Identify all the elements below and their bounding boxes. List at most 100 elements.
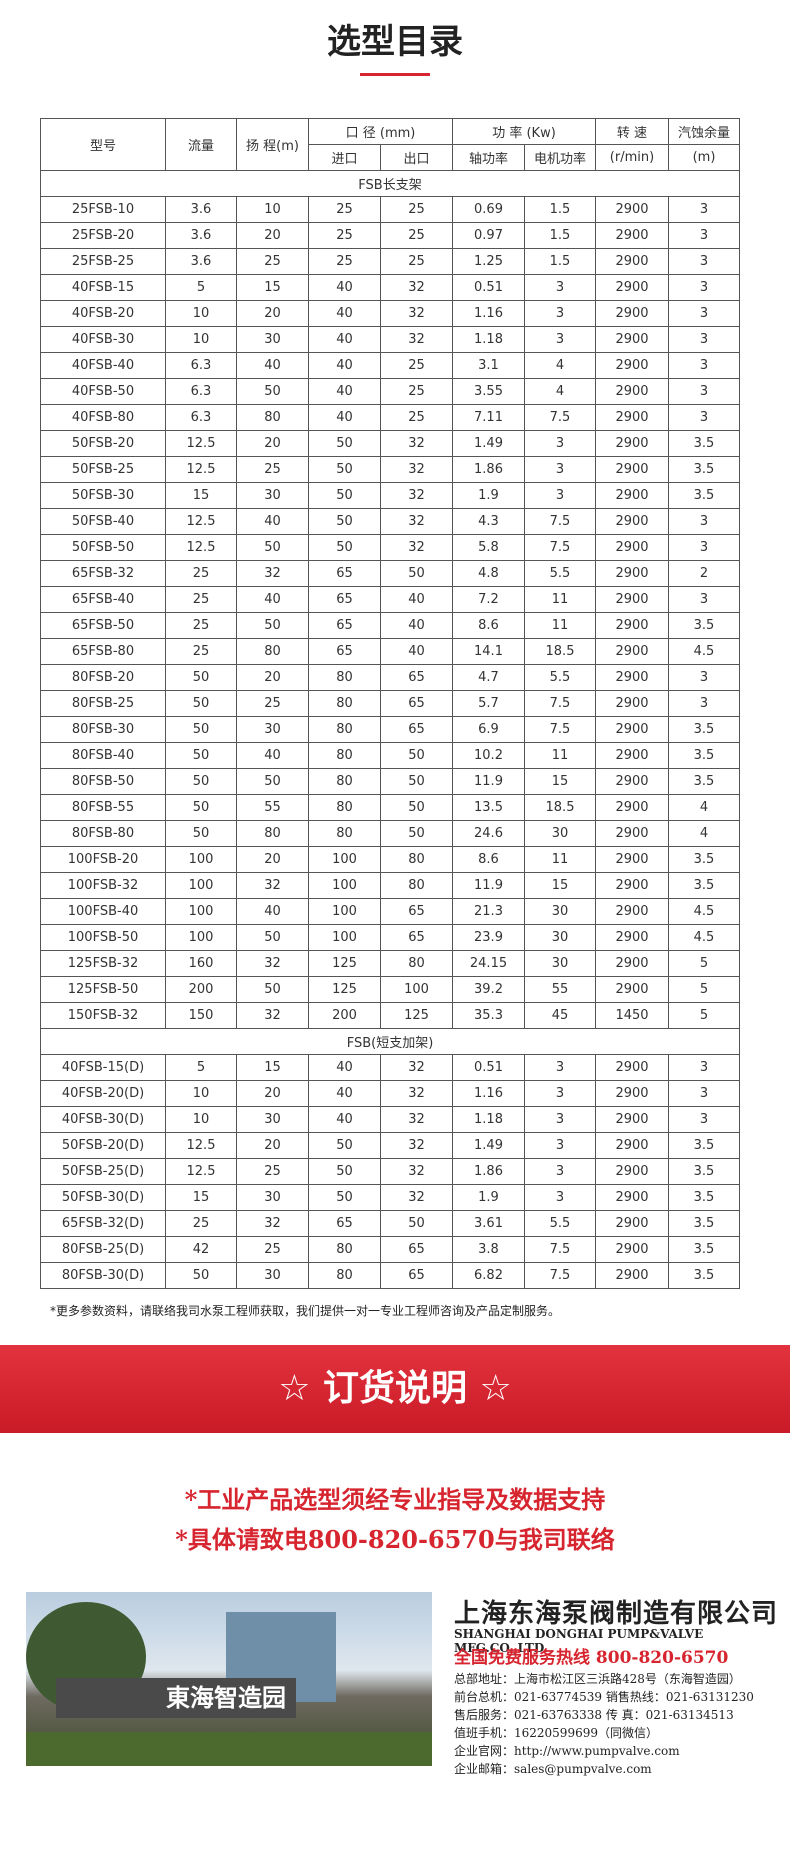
cell: 2900: [595, 872, 669, 899]
cell: 12.5: [165, 1132, 237, 1159]
cell: 2900: [595, 768, 669, 795]
cell: 18.5: [524, 794, 596, 821]
cell: 20: [236, 222, 309, 249]
cell: 125: [308, 976, 381, 1003]
section-label: FSB(短支加架): [40, 1028, 740, 1055]
data-row: 40FSB-20(D) 10 20 40 32 1.16 3 2900 3: [40, 1080, 740, 1107]
cell: 40: [308, 1054, 381, 1081]
cell: 5.5: [524, 560, 596, 587]
data-row: 50FSB-30(D) 15 30 50 32 1.9 3 2900 3.5: [40, 1184, 740, 1211]
section-row: FSB(短支加架): [40, 1028, 740, 1055]
cell: 3: [524, 1158, 596, 1185]
cell: 25: [380, 378, 453, 405]
cell: 15: [236, 274, 309, 301]
cell: 25: [308, 248, 381, 275]
cell: 32: [236, 560, 309, 587]
cell: 4: [524, 352, 596, 379]
cell: 25: [236, 690, 309, 717]
cell: 10: [165, 300, 237, 327]
cell: 3: [668, 508, 740, 535]
cell: 3.5: [668, 1158, 740, 1185]
cell: 25: [380, 222, 453, 249]
cell: 32: [380, 534, 453, 561]
cell: 14.1: [452, 638, 525, 665]
cell: 25: [165, 586, 237, 613]
cell: 65: [380, 664, 453, 691]
cell: 3.5: [668, 716, 740, 743]
cell: 100: [308, 898, 381, 925]
cell: 2900: [595, 1184, 669, 1211]
cell: 25: [165, 612, 237, 639]
cell: 50: [308, 1132, 381, 1159]
data-row: 50FSB-25(D) 12.5 25 50 32 1.86 3 2900 3.5: [40, 1158, 740, 1185]
cell: 1.5: [524, 222, 596, 249]
cell: 125: [380, 1002, 453, 1029]
cell: 65FSB-50: [40, 612, 166, 639]
cell: 3: [524, 1106, 596, 1133]
cell: 2900: [595, 794, 669, 821]
cell: 7.5: [524, 716, 596, 743]
cell: 50: [308, 534, 381, 561]
data-row: 65FSB-50 25 50 65 40 8.6 11 2900 3.5: [40, 612, 740, 639]
cell: 20: [236, 664, 309, 691]
cell: 25: [380, 248, 453, 275]
cell: 2900: [595, 846, 669, 873]
cell: 80FSB-55: [40, 794, 166, 821]
cell: 1.86: [452, 456, 525, 483]
cell: 3: [668, 534, 740, 561]
cell: 3: [668, 300, 740, 327]
cell: 50: [308, 482, 381, 509]
data-row: 80FSB-40 50 40 80 50 10.2 11 2900 3.5: [40, 742, 740, 769]
cell: 12.5: [165, 1158, 237, 1185]
cell: 50FSB-30: [40, 482, 166, 509]
data-row: 80FSB-30(D) 50 30 80 65 6.82 7.5 2900 3.5: [40, 1262, 740, 1289]
cell: 25: [236, 1236, 309, 1263]
cell: 50: [236, 768, 309, 795]
data-row: 25FSB-25 3.6 25 25 25 1.25 1.5 2900 3: [40, 248, 740, 275]
cell: 40: [380, 638, 453, 665]
cell: 1.86: [452, 1158, 525, 1185]
cell: 3.5: [668, 1132, 740, 1159]
cell: 50FSB-20(D): [40, 1132, 166, 1159]
data-row: 80FSB-25(D) 42 25 80 65 3.8 7.5 2900 3.5: [40, 1236, 740, 1263]
cell: 0.51: [452, 274, 525, 301]
cell: 50FSB-25(D): [40, 1158, 166, 1185]
data-row: 40FSB-20 10 20 40 32 1.16 3 2900 3: [40, 300, 740, 327]
cell: 32: [380, 1132, 453, 1159]
cell: 50: [165, 716, 237, 743]
cell: 12.5: [165, 430, 237, 457]
cell: 200: [308, 1002, 381, 1029]
cell: 11.9: [452, 768, 525, 795]
cell: 7.5: [524, 508, 596, 535]
cell: 32: [380, 274, 453, 301]
cell: 20: [236, 1080, 309, 1107]
cell: 6.3: [165, 378, 237, 405]
cell: 40: [308, 1080, 381, 1107]
cell: 25FSB-20: [40, 222, 166, 249]
header-row: 型号 流量扬 程(m) 口 径 (mm) 功 率 (Kw) 转 速汽蚀余量: [40, 118, 740, 171]
cell: 1.16: [452, 1080, 525, 1107]
cell: 3.5: [668, 768, 740, 795]
cell: 3.5: [668, 1184, 740, 1211]
cell: 65FSB-80: [40, 638, 166, 665]
cell: 25: [308, 222, 381, 249]
cell: 50: [308, 508, 381, 535]
cell: 4: [668, 820, 740, 847]
cell: 50: [380, 820, 453, 847]
cell: 5.7: [452, 690, 525, 717]
cell: 2900: [595, 664, 669, 691]
data-row: 40FSB-30(D) 10 30 40 32 1.18 3 2900 3: [40, 1106, 740, 1133]
data-row: 80FSB-25 50 25 80 65 5.7 7.5 2900 3: [40, 690, 740, 717]
cell: 6.9: [452, 716, 525, 743]
cell: 2900: [595, 274, 669, 301]
data-row: 100FSB-20 100 20 100 80 8.6 11 2900 3.5: [40, 846, 740, 873]
cell: 50: [165, 820, 237, 847]
cell: 3: [524, 430, 596, 457]
cell: 65: [308, 1210, 381, 1237]
cell: 11: [524, 846, 596, 873]
detail-line: 企业官网：http://www.pumpvalve.com: [454, 1744, 680, 1758]
sign: 東海智造园: [56, 1678, 296, 1718]
cell: 3.5: [668, 1262, 740, 1289]
header-cell: (m): [668, 144, 740, 171]
cell: 32: [380, 300, 453, 327]
